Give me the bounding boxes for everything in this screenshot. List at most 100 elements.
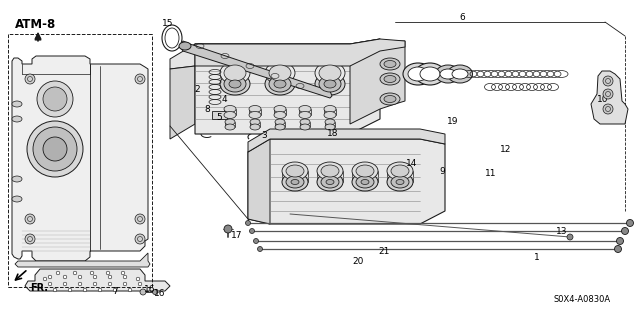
Ellipse shape <box>249 106 261 113</box>
Ellipse shape <box>274 80 286 88</box>
Ellipse shape <box>384 95 396 102</box>
Circle shape <box>43 87 67 111</box>
Ellipse shape <box>274 106 286 113</box>
Ellipse shape <box>324 80 336 88</box>
Text: 13: 13 <box>556 227 568 236</box>
Circle shape <box>25 74 35 84</box>
Ellipse shape <box>224 106 236 113</box>
Circle shape <box>257 247 262 251</box>
Circle shape <box>63 275 67 279</box>
Ellipse shape <box>275 119 285 125</box>
Circle shape <box>246 220 250 226</box>
Ellipse shape <box>220 73 250 95</box>
Text: 21: 21 <box>378 247 390 256</box>
Circle shape <box>25 214 35 224</box>
Ellipse shape <box>275 124 285 130</box>
Circle shape <box>48 282 52 286</box>
Circle shape <box>152 290 157 294</box>
Ellipse shape <box>286 176 304 188</box>
Circle shape <box>27 121 83 177</box>
Ellipse shape <box>403 63 433 85</box>
Ellipse shape <box>225 124 235 130</box>
Circle shape <box>37 81 73 117</box>
Polygon shape <box>195 39 405 66</box>
Polygon shape <box>170 39 380 69</box>
Ellipse shape <box>325 124 335 130</box>
Ellipse shape <box>387 162 413 180</box>
Text: 15: 15 <box>163 19 173 28</box>
Ellipse shape <box>352 162 378 180</box>
Ellipse shape <box>269 76 291 92</box>
Circle shape <box>135 214 145 224</box>
Ellipse shape <box>165 28 179 48</box>
Ellipse shape <box>274 112 286 118</box>
Ellipse shape <box>317 173 343 191</box>
Text: 16: 16 <box>154 290 166 299</box>
Ellipse shape <box>380 58 400 70</box>
Ellipse shape <box>361 180 369 184</box>
Text: 7: 7 <box>112 287 118 296</box>
Circle shape <box>108 275 112 279</box>
Circle shape <box>113 288 117 292</box>
Ellipse shape <box>319 76 341 92</box>
Ellipse shape <box>286 165 304 177</box>
Ellipse shape <box>387 173 413 191</box>
Polygon shape <box>350 41 405 124</box>
Circle shape <box>138 282 142 286</box>
Ellipse shape <box>325 119 335 125</box>
Circle shape <box>93 282 97 286</box>
Ellipse shape <box>408 67 428 81</box>
Text: 20: 20 <box>352 257 364 266</box>
Ellipse shape <box>12 116 22 122</box>
Circle shape <box>43 137 67 161</box>
Polygon shape <box>25 269 170 291</box>
Ellipse shape <box>319 65 341 81</box>
Circle shape <box>224 225 232 233</box>
Ellipse shape <box>12 176 22 182</box>
Text: 17: 17 <box>231 232 243 241</box>
Circle shape <box>106 271 110 275</box>
Circle shape <box>621 227 628 234</box>
Text: 12: 12 <box>500 145 512 153</box>
Circle shape <box>44 277 47 281</box>
Ellipse shape <box>352 173 378 191</box>
Circle shape <box>250 228 255 234</box>
Circle shape <box>68 288 72 292</box>
Ellipse shape <box>12 196 22 202</box>
FancyBboxPatch shape <box>212 111 227 119</box>
Text: 3: 3 <box>261 130 267 139</box>
Circle shape <box>614 246 621 253</box>
Circle shape <box>48 275 52 279</box>
Ellipse shape <box>396 180 404 184</box>
Circle shape <box>136 277 140 281</box>
Ellipse shape <box>300 119 310 125</box>
Circle shape <box>140 289 146 295</box>
Circle shape <box>616 238 623 244</box>
Circle shape <box>603 76 613 86</box>
Ellipse shape <box>299 106 311 113</box>
Text: ATM-8: ATM-8 <box>15 19 56 32</box>
Circle shape <box>93 275 97 279</box>
Circle shape <box>78 275 82 279</box>
Ellipse shape <box>391 165 409 177</box>
Ellipse shape <box>380 93 400 105</box>
Ellipse shape <box>269 65 291 81</box>
Ellipse shape <box>317 162 343 180</box>
Ellipse shape <box>391 176 409 188</box>
Circle shape <box>78 282 82 286</box>
Circle shape <box>603 89 613 99</box>
Ellipse shape <box>179 42 191 50</box>
Ellipse shape <box>229 80 241 88</box>
Circle shape <box>33 127 77 171</box>
Text: 8: 8 <box>204 105 210 114</box>
Ellipse shape <box>224 76 246 92</box>
Circle shape <box>73 271 77 275</box>
Ellipse shape <box>356 176 374 188</box>
Ellipse shape <box>291 180 299 184</box>
Polygon shape <box>170 66 195 139</box>
Circle shape <box>123 275 127 279</box>
Polygon shape <box>248 139 270 224</box>
Text: 19: 19 <box>447 117 459 127</box>
Circle shape <box>121 271 125 275</box>
Circle shape <box>603 104 613 114</box>
